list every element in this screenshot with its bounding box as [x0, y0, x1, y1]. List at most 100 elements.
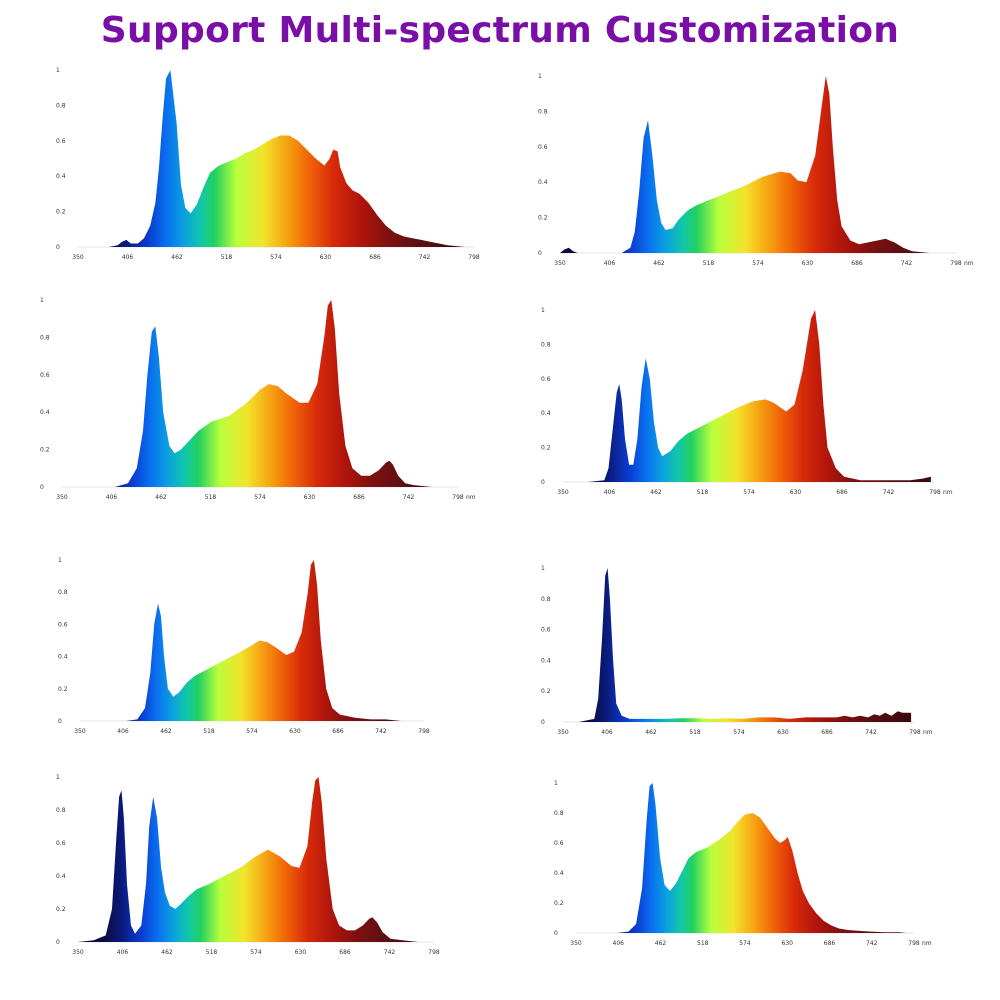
x-tick-label: 686	[821, 729, 833, 736]
x-tick-label: 350	[557, 489, 569, 496]
y-tick-label: 0.8	[56, 807, 66, 814]
x-tick-label: 350	[56, 494, 68, 501]
y-tick-label: 0.2	[541, 688, 551, 695]
y-tick-label: 0.6	[56, 840, 66, 847]
spectrum-chart-2: 0 0.2 0.4 0.6 0.8 1 350 406 462 518 574 630 686 742 79…	[538, 73, 974, 267]
x-tick-label: 630	[802, 260, 814, 267]
spectrum-area	[78, 777, 419, 942]
spectrum-area	[563, 310, 931, 482]
spectrum-area	[62, 300, 450, 487]
y-tick-label: 1	[40, 297, 44, 304]
x-tick-label: 462	[160, 728, 172, 735]
spectrum-chart-6: 0 0.2 0.4 0.6 0.8 1 350 406 462 518 574 630 686 742 79…	[541, 565, 933, 736]
x-tick-label: 574	[733, 729, 745, 736]
spectrum-chart-4: 0 0.2 0.4 0.6 0.8 1 350 406 462 518 574 630 686 742 79…	[541, 307, 953, 496]
spectrum-chart-3: 0 0.2 0.4 0.6 0.8 1 350 406 462 518 574 630 686 742 79…	[40, 297, 476, 501]
spectrum-area	[80, 560, 417, 721]
x-tick-label: 742	[375, 728, 387, 735]
x-tick-label: 462	[655, 940, 667, 947]
x-tick-label: 630	[782, 940, 794, 947]
x-tick-label: 798	[908, 940, 920, 947]
x-tick-label: 518	[697, 940, 709, 947]
x-tick-label: 406	[122, 254, 134, 261]
x-tick-label: 350	[557, 729, 569, 736]
y-tick-label: 0.8	[56, 102, 66, 109]
y-tick-label: 0.8	[538, 108, 548, 115]
x-tick-label: 574	[270, 254, 282, 261]
x-tick-label: 518	[203, 728, 215, 735]
y-tick-label: 0.6	[56, 138, 66, 145]
y-tick-label: 0.6	[541, 376, 551, 383]
y-tick-label: 0.2	[56, 906, 66, 913]
x-tick-label: 462	[653, 260, 665, 267]
x-unit-label: nm	[964, 260, 974, 267]
x-tick-label: 518	[206, 949, 218, 956]
y-tick-label: 1	[56, 67, 60, 74]
y-tick-label: 0	[541, 479, 545, 486]
x-tick-label: 798	[950, 260, 962, 267]
x-tick-label: 406	[117, 728, 129, 735]
x-tick-label: 406	[604, 260, 616, 267]
y-tick-label: 0.4	[554, 870, 564, 877]
x-tick-label: 630	[289, 728, 301, 735]
x-tick-label: 742	[384, 949, 396, 956]
x-tick-label: 574	[752, 260, 764, 267]
y-tick-label: 0.8	[554, 810, 564, 817]
x-tick-label: 686	[851, 260, 863, 267]
x-tick-label: 518	[221, 254, 233, 261]
y-tick-label: 1	[56, 774, 60, 781]
x-tick-label: 630	[777, 729, 789, 736]
x-tick-label: 742	[866, 940, 878, 947]
spectrum-area	[563, 568, 912, 722]
x-tick-label: 462	[650, 489, 662, 496]
y-tick-label: 0.6	[541, 627, 551, 634]
y-tick-label: 0	[538, 250, 542, 257]
x-tick-label: 574	[254, 494, 266, 501]
y-tick-label: 1	[58, 557, 62, 564]
y-tick-label: 0.2	[538, 215, 548, 222]
x-unit-label: nm	[923, 729, 933, 736]
x-tick-label: 798	[428, 949, 440, 956]
y-tick-label: 0.4	[538, 179, 548, 186]
y-tick-label: 0.4	[56, 173, 66, 180]
spectrum-area	[95, 70, 466, 247]
y-tick-label: 0	[56, 939, 60, 946]
x-tick-label: 686	[369, 254, 381, 261]
x-tick-label: 798	[452, 494, 464, 501]
y-tick-label: 0.2	[541, 445, 551, 452]
x-tick-label: 630	[320, 254, 332, 261]
x-tick-label: 462	[161, 949, 173, 956]
y-tick-label: 0.4	[541, 410, 551, 417]
x-unit-label: nm	[922, 940, 932, 947]
x-tick-label: 406	[604, 489, 616, 496]
x-tick-label: 462	[645, 729, 657, 736]
spectrum-chart-8: 0 0.2 0.4 0.6 0.8 1 350 406 462 518 574 630 686 742 79…	[554, 780, 932, 947]
x-tick-label: 350	[72, 949, 84, 956]
page-title: Support Multi-spectrum Customization	[100, 10, 900, 51]
y-tick-label: 0.8	[40, 334, 50, 341]
x-tick-label: 574	[250, 949, 262, 956]
x-tick-label: 630	[295, 949, 307, 956]
x-tick-label: 574	[246, 728, 258, 735]
x-tick-label: 742	[403, 494, 415, 501]
x-tick-label: 350	[554, 260, 566, 267]
x-tick-label: 742	[865, 729, 877, 736]
y-tick-label: 0.2	[40, 447, 50, 454]
y-tick-label: 0	[541, 719, 545, 726]
x-tick-label: 406	[117, 949, 129, 956]
y-tick-label: 0.2	[58, 686, 68, 693]
x-tick-label: 798	[418, 728, 430, 735]
x-tick-label: 462	[171, 254, 183, 261]
x-tick-label: 518	[689, 729, 701, 736]
y-tick-label: 0.6	[538, 144, 548, 151]
spectrum-chart-7: 0 0.2 0.4 0.6 0.8 1 350 406 462 518 574 630 686 742 79…	[56, 774, 440, 956]
y-tick-label: 1	[541, 307, 545, 314]
y-tick-label: 0.2	[56, 209, 66, 216]
y-tick-label: 0	[58, 718, 62, 725]
y-tick-label: 1	[541, 565, 545, 572]
y-tick-label: 0.4	[58, 654, 68, 661]
spectrum-chart-1: 0 0.2 0.4 0.6 0.8 1 350 406 462 518 574 630 686 742 79…	[56, 67, 480, 261]
y-tick-label: 0.4	[56, 873, 66, 880]
x-tick-label: 742	[901, 260, 913, 267]
x-tick-label: 350	[74, 728, 86, 735]
